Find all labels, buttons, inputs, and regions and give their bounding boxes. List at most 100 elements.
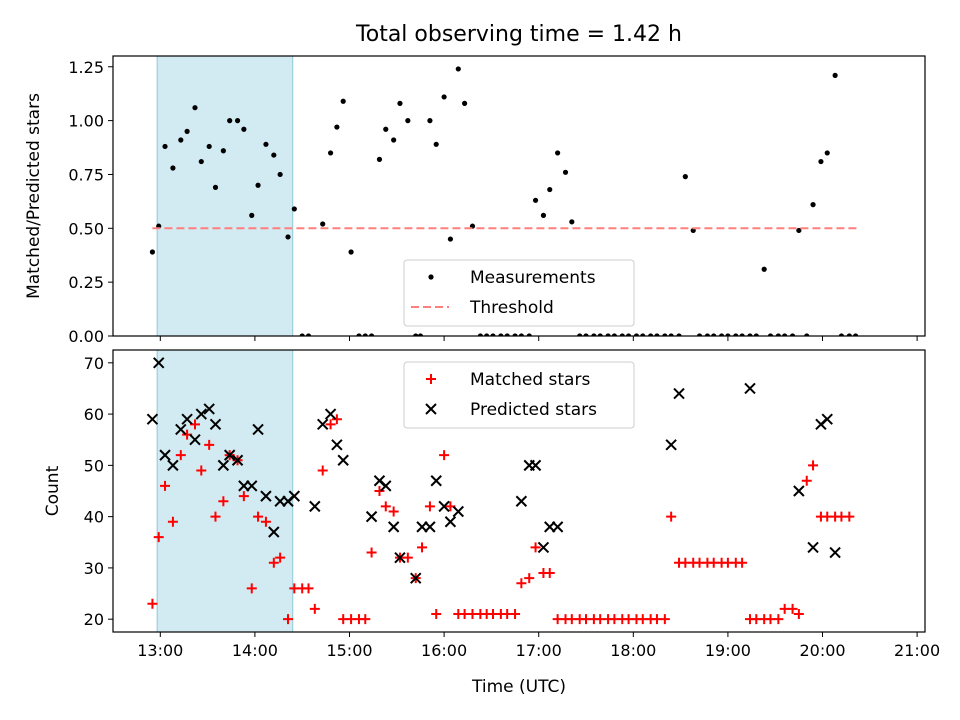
predicted-stars-point <box>167 459 179 472</box>
matched-stars-point <box>737 557 748 568</box>
measurement-point <box>327 150 334 156</box>
predicted-stars-point <box>159 449 171 461</box>
predicted-stars-point <box>529 459 542 472</box>
legend-marker-plus <box>426 374 436 384</box>
measurement-point <box>832 72 838 78</box>
measurement-point <box>782 333 788 336</box>
legend-marker-dot <box>428 274 434 280</box>
measurement-point <box>846 333 852 336</box>
x-tick-label: 18:00 <box>610 641 656 660</box>
measurement-point <box>192 105 198 111</box>
measurement-point <box>271 152 277 158</box>
measurement-point <box>654 333 660 336</box>
matched-stars-point <box>793 609 804 620</box>
measurement-point <box>391 137 397 143</box>
measurement-point <box>320 221 326 227</box>
x-tick-label: 21:00 <box>894 641 940 660</box>
measurement-point <box>413 333 419 336</box>
matched-stars-point <box>374 486 385 496</box>
chart-title: Total observing time = 1.42 h <box>355 22 682 47</box>
x-tick-label: 17:00 <box>516 641 562 660</box>
matched-stars-point <box>196 465 207 476</box>
measurement-point <box>291 206 297 212</box>
measurement-point <box>704 333 711 336</box>
measurement-point <box>447 236 454 242</box>
predicted-stars-point <box>153 357 165 369</box>
measurement-point <box>838 333 845 336</box>
x-tick-label: 20:00 <box>799 641 845 660</box>
measurement-point <box>547 186 553 193</box>
matched-stars-point <box>153 532 164 543</box>
predicted-stars-point <box>337 454 349 466</box>
measurement-point <box>853 333 859 336</box>
y-axis-label: Matched/Predicted stars <box>24 93 44 299</box>
matched-stars-point <box>246 583 257 594</box>
measurement-point <box>668 333 674 336</box>
measurement-point <box>477 333 483 336</box>
measurement-point <box>682 174 688 180</box>
observing-interval-shade <box>156 349 294 633</box>
measurement-point <box>611 333 617 336</box>
predicted-stars-point <box>316 418 329 431</box>
measurement-point <box>206 143 212 150</box>
predicted-stars-point <box>452 505 465 518</box>
matched-stars-point <box>417 542 428 553</box>
measurement-point <box>277 171 283 178</box>
series-layer <box>146 357 855 625</box>
predicted-stars-point <box>673 387 685 400</box>
measurement-point <box>376 156 383 162</box>
predicted-stars-point <box>515 495 528 507</box>
measurement-point <box>255 182 261 188</box>
matched-stars-point <box>808 460 819 471</box>
matched-stars-point <box>510 609 521 620</box>
measurement-point <box>484 333 490 336</box>
measurement-point <box>368 333 375 336</box>
measurement-point <box>462 100 468 106</box>
measurement-point <box>441 94 447 100</box>
y-tick-label: 0.00 <box>68 327 104 346</box>
measurement-point <box>739 333 745 336</box>
matched-stars-point <box>160 480 171 491</box>
matched-stars-point <box>844 511 855 522</box>
measurement-point <box>676 333 682 336</box>
measurement-point <box>178 137 184 143</box>
measurement-point <box>796 227 802 234</box>
measurement-point <box>356 333 362 336</box>
measurement-point <box>433 141 439 147</box>
matched-stars-point <box>801 475 812 486</box>
measurement-point <box>220 148 226 154</box>
measurement-point <box>555 150 561 156</box>
measurement-point <box>804 333 810 336</box>
predicted-stars-point <box>209 418 222 431</box>
predicted-stars-point <box>665 439 677 451</box>
matched-stars-point <box>366 547 377 558</box>
predicted-stars-point <box>324 408 337 420</box>
predicted-stars-point <box>203 403 215 415</box>
series-layer <box>149 66 859 336</box>
predicted-stars-point <box>331 439 343 451</box>
matched-stars-point <box>666 511 677 522</box>
measurement-point <box>662 333 668 336</box>
measurement-point <box>753 333 759 336</box>
y-tick-label: 1.00 <box>68 112 104 131</box>
y-tick-label: 40 <box>84 508 104 527</box>
measurement-point <box>818 158 824 165</box>
matched-stars-point <box>659 614 670 625</box>
measurement-point <box>648 333 654 336</box>
y-axis-label: Count <box>43 465 63 516</box>
measurement-point <box>526 333 532 336</box>
predicted-stars-point <box>387 521 400 533</box>
x-tick-label: 19:00 <box>705 641 751 660</box>
matched-stars-point <box>516 578 527 589</box>
matched-stars-point <box>380 501 391 512</box>
measurement-point <box>227 118 233 124</box>
predicted-stars-point <box>410 572 422 584</box>
matched-stars-point <box>544 568 555 579</box>
legend-box <box>403 361 635 429</box>
predicted-stars-point <box>268 526 280 538</box>
predicted-stars-point <box>829 546 841 559</box>
measurement-point <box>498 333 504 336</box>
legend-label: Predicted stars <box>470 400 597 420</box>
matched-stars-point <box>260 516 271 527</box>
bottom-panel: 20 30 40 50 60 70 13:00 14:00 15:00 16:00 17:00 18:… <box>43 349 940 697</box>
